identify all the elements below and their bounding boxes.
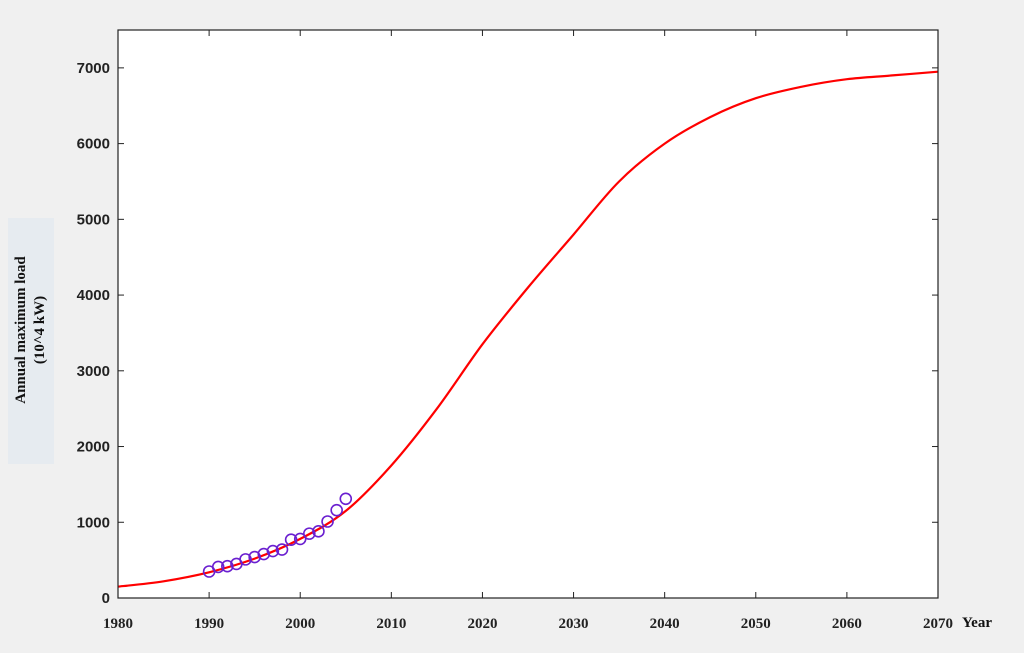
x-tick-label: 2070	[923, 616, 953, 632]
y-tick-label: 7000	[77, 60, 110, 77]
data-point-1992	[221, 559, 234, 573]
x-tick-label: 2030	[559, 616, 589, 632]
data-point-1991	[211, 560, 225, 574]
data-point-2004	[330, 503, 343, 517]
x-tick-label: 1990	[194, 616, 224, 632]
x-tick-label: 2050	[741, 616, 771, 632]
y-tick-label: 6000	[77, 136, 110, 153]
data-point-2005	[339, 492, 353, 506]
data-point-2003	[321, 515, 334, 528]
x-tick-label: 1980	[103, 616, 133, 632]
data-point-1994	[239, 553, 252, 566]
x-tick-label: 2060	[832, 616, 862, 632]
data-point-1998	[275, 543, 289, 556]
y-tick-label: 1000	[77, 514, 110, 531]
y-tick-label: 4000	[77, 287, 110, 304]
data-point-1999	[284, 533, 298, 546]
y-tick-label: 3000	[77, 363, 110, 380]
plot-area	[118, 30, 938, 598]
plot-frame	[117, 29, 939, 599]
y-tick-label: 2000	[77, 439, 110, 456]
y-axis-title-line2: (10^4 kW)	[32, 296, 48, 364]
x-tick-label: 2040	[650, 616, 680, 632]
y-tick-label: 5000	[77, 211, 110, 228]
fitted-curve-line	[117, 70, 939, 588]
x-tick-label: 2020	[467, 616, 497, 632]
x-axis-title: Year	[962, 615, 992, 631]
y-tick-label: 0	[102, 590, 110, 607]
data-point-2002	[312, 525, 325, 538]
x-tick-label: 2010	[376, 616, 406, 632]
y-axis-label-background	[8, 218, 54, 464]
data-point-2001	[303, 527, 316, 540]
x-tick-label: 2000	[285, 616, 315, 632]
data-point-2000	[293, 532, 307, 546]
data-point-1997	[266, 544, 280, 558]
y-axis-title-line1: Annual maximum load	[13, 256, 29, 404]
